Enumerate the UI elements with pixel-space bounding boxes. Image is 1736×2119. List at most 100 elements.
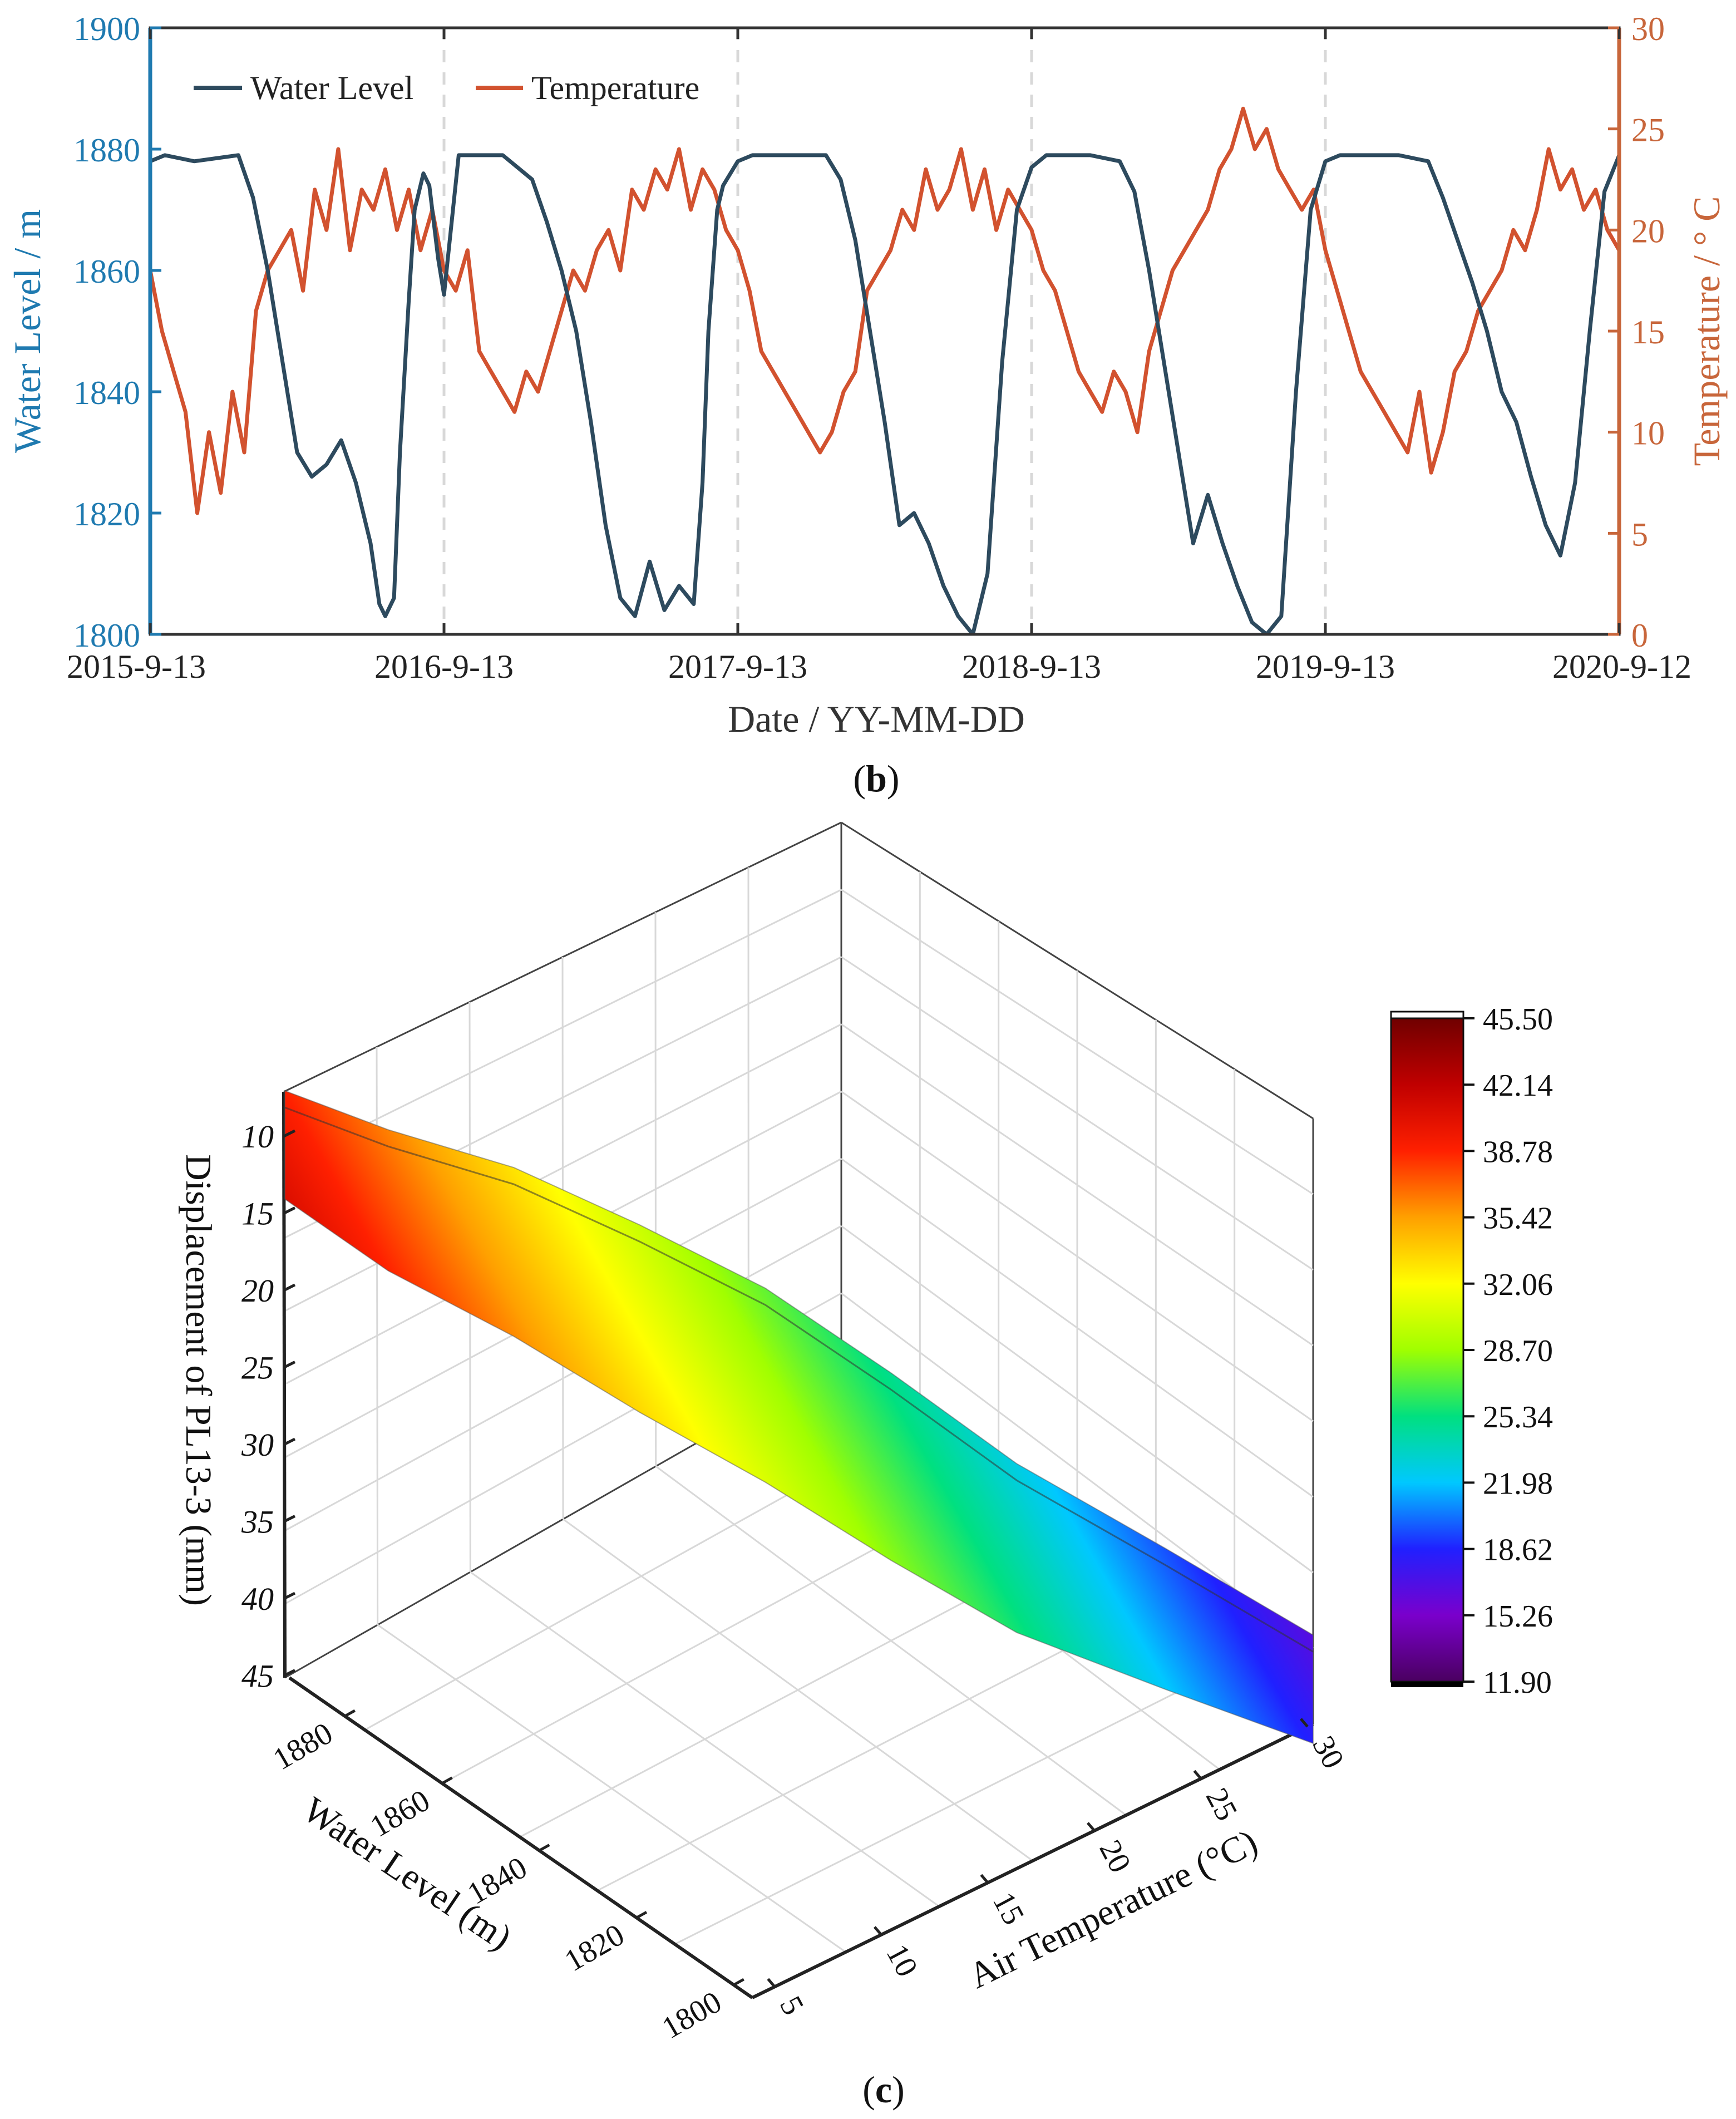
surface-ridge-line [284,1106,1314,1653]
chart-c-z-axis-title: Displacement of PL13-3 (mm) [178,1154,219,1606]
chart-b-series [150,106,1619,634]
chart-b-y2-axis-title: Temperature / ° C [1685,196,1728,466]
y2-tick-label: 0 [1631,617,1648,654]
y-tick-label: 1860 [73,253,140,290]
colorbar-tick-label: 25.34 [1483,1400,1553,1435]
x-tick-mark [539,1844,550,1852]
z-tick-mark [283,1129,296,1138]
side-wall-gridline [841,1158,1314,1498]
colorbar-tick-label: 35.42 [1483,1201,1553,1236]
panel-label-b: (b) [853,757,899,800]
y-tick-label: 25 [1199,1782,1244,1826]
panel-label-c: (c) [862,2068,905,2111]
z-tick-mark [283,1361,296,1369]
y-tick-label: 1800 [73,617,140,654]
chart-b-left-y-ticks: 1800 1820 1840 1860 1880 1900 [73,11,161,654]
side-wall-gridline [841,1225,1314,1574]
z-tick-label: 10 [241,1118,274,1155]
x-tick-label: 1800 [656,1985,727,2046]
x-tick-mark [441,1776,453,1785]
colorbar-tick-label: 11.90 [1483,1665,1552,1700]
z-tick-label: 30 [241,1427,274,1463]
surface-ribbon [284,1090,1314,1745]
colorbar-ticks: 45.50 42.14 38.78 35.42 32.06 28.70 25.34 21.98… [1463,1002,1553,1700]
y-tick-label: 1840 [73,374,140,411]
x-tick-label: 2020-9-12 [1552,648,1691,685]
colorbar-tick-label: 45.50 [1483,1002,1553,1037]
colorbar-tick-label: 15.26 [1483,1599,1553,1634]
back-wall-gridline [283,1023,842,1313]
chart-c-z-ticks: 10 15 20 25 30 35 40 45 [241,1118,296,1694]
back-wall-gridline [283,1225,842,1532]
side-wall-gridline [841,889,1314,1195]
z-tick-label: 40 [241,1581,274,1617]
z-tick-mark [283,1669,296,1677]
y-tick-mark [1193,1770,1202,1780]
y-tick-mark [767,1978,776,1988]
z-tick-mark [283,1437,296,1446]
chart-b-legend: Water Level Temperature [194,70,699,106]
chart-b-right-y-ticks: 0 5 10 15 20 25 30 [1608,11,1665,654]
x-tick-label: 2016-9-13 [374,648,514,685]
legend-label-water-level: Water Level [250,70,413,106]
x-tick-label: 2019-9-13 [1256,648,1395,685]
back-wall-gridline [283,889,842,1166]
y-tick-label: 1900 [73,11,140,47]
z-tick-mark [283,1206,296,1215]
y2-tick-label: 30 [1631,11,1665,47]
z-tick-label: 20 [241,1273,274,1309]
y-tick-label: 1880 [73,132,140,169]
side-wall-gridline [841,956,1314,1271]
colorbar-tick-label: 38.78 [1483,1135,1553,1169]
colorbar-tick-label: 21.98 [1483,1466,1553,1501]
colorbar-tick-label: 28.70 [1483,1334,1553,1368]
colorbar-gradient-bar [1390,1017,1464,1683]
x-tick-label: 1820 [559,1918,630,1979]
colorbar-tick-label: 42.14 [1483,1068,1553,1103]
y-axis-line [751,1722,1314,1999]
y-tick-mark [873,1926,882,1936]
x-axis-line [288,1676,753,1999]
colorbar-bottom-cap [1391,1682,1463,1687]
side-wall-gridline [841,1091,1314,1422]
temperature-series-line [150,106,1619,515]
x-tick-label: 1880 [267,1716,338,1777]
chart-b-x-ticks: 2015-9-13 2016-9-13 2017-9-13 2018-9-13 2019… [67,28,1691,685]
x-tick-mark [635,1911,648,1919]
x-tick-mark [344,1709,356,1718]
colorbar-tick-label: 18.62 [1483,1533,1553,1568]
y-tick-mark [980,1874,989,1884]
z-tick-mark [283,1283,296,1292]
panel-letter-c: c [875,2068,892,2111]
y-tick-mark [1086,1822,1096,1832]
x-tick-label: 2018-9-13 [962,648,1101,685]
chart-b-x-axis-title: Date / YY-MM-DD [728,698,1025,740]
colorbar: 45.50 42.14 38.78 35.42 32.06 28.70 25.34 21.98… [1390,1002,1553,1700]
y2-tick-label: 5 [1631,516,1648,553]
y-tick-label: 20 [1092,1835,1137,1879]
panel-letter-b: b [866,757,887,800]
y-tick-mark [1300,1718,1309,1728]
colorbar-tick-label: 32.06 [1483,1268,1553,1302]
water-level-series-line [150,153,1619,634]
y2-tick-label: 15 [1631,314,1665,351]
z-axis-line [282,1091,287,1678]
y-tick-label: 5 [773,1990,811,2021]
z-tick-label: 15 [241,1196,274,1232]
legend-label-temperature: Temperature [531,70,699,106]
y-tick-label: 10 [879,1939,924,1983]
chart-c-front-axes [282,1091,1314,1999]
z-tick-label: 45 [241,1658,274,1694]
chart-b: 2015-9-13 2016-9-13 2017-9-13 2018-9-13 2019… [6,11,1728,800]
y2-tick-label: 25 [1631,112,1665,149]
displacement-surface [284,1090,1314,1745]
x-tick-label: 2017-9-13 [668,648,807,685]
colorbar-top-cap [1390,1011,1464,1019]
side-wall-gridline [841,1023,1314,1347]
y-tick-label: 1820 [73,496,140,533]
x-tick-label: 2015-9-13 [67,648,206,685]
